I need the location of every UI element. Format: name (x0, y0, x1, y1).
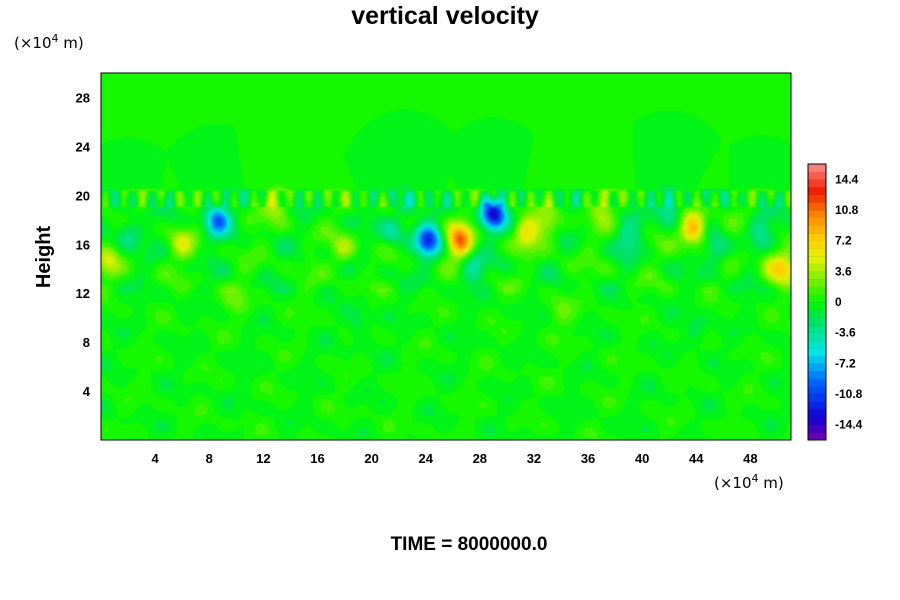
colorbar-segment (808, 309, 826, 318)
colorbar-tick-label: -3.6 (835, 326, 856, 340)
colorbar-segment (808, 424, 826, 433)
colorbar-tick-label: 10.8 (835, 203, 859, 217)
x-axis-unit-exponent: 4 (752, 472, 759, 485)
colorbar-tick-label: 7.2 (835, 234, 852, 248)
colorbar-segment (808, 363, 826, 372)
x-tick-label: 44 (689, 451, 704, 466)
chart-title: vertical velocity (351, 2, 539, 30)
colorbar-segment (808, 233, 826, 241)
colorbar-segment (808, 225, 826, 234)
colorbar-segment (808, 317, 826, 326)
x-tick-label: 36 (581, 451, 595, 466)
y-axis-title: Height (33, 226, 55, 289)
colorbar-segment (808, 417, 826, 425)
colorbar-labels: 14.4 10.8 7.2 3.6 0 -3.6 -7.2 -10.8 -14.4 (835, 172, 863, 431)
colorbar-segment (808, 348, 826, 356)
y-tick-label: 24 (76, 139, 91, 154)
colorbar-segment (808, 248, 826, 257)
colorbar-segment (808, 355, 826, 364)
colorbar-segment (808, 271, 826, 280)
x-tick-label: 12 (256, 451, 270, 466)
colorbar-segment (808, 194, 826, 203)
x-axis-unit: (×104 m) (714, 472, 784, 492)
colorbar-segment (808, 294, 826, 303)
y-axis-unit-base: (×10 (14, 34, 52, 52)
colorbar-segment (808, 210, 826, 218)
x-tick-label: 16 (310, 451, 324, 466)
colorbar-frame (807, 163, 827, 441)
colorbar-segment (808, 240, 826, 249)
colorbar-segment (808, 286, 826, 295)
colorbar-tick-label: -7.2 (835, 356, 856, 370)
colorbar-segment (808, 279, 826, 287)
x-tick-label: 20 (364, 451, 378, 466)
colorbar-segment (808, 263, 826, 272)
colorbar-segment (808, 371, 826, 379)
velocity-field (101, 73, 791, 440)
colorbar-segment (808, 409, 826, 418)
x-tick-label: 28 (473, 451, 487, 466)
y-axis-ticks: 4 8 12 16 20 24 28 (76, 90, 91, 399)
colorbar-tick-label: 14.4 (835, 172, 859, 186)
colorbar-segment (808, 187, 826, 195)
colorbar-segment (808, 179, 826, 188)
plot-area (100, 72, 792, 441)
y-tick-label: 20 (76, 188, 90, 203)
colorbar (807, 163, 827, 441)
colorbar-segment (808, 171, 826, 180)
x-axis-unit-tail: m) (759, 474, 784, 492)
colorbar-segment (808, 378, 826, 387)
y-tick-label: 12 (76, 286, 90, 301)
colorbar-segment (808, 325, 826, 333)
x-tick-label: 48 (743, 451, 757, 466)
colorbar-tick-label: -10.8 (835, 387, 863, 401)
time-label: TIME = 8000000.0 (391, 534, 548, 555)
y-axis-unit: (×104 m) (14, 32, 84, 52)
plot-frame (100, 72, 792, 441)
y-tick-label: 4 (83, 384, 91, 399)
y-axis-unit-tail: m) (59, 34, 84, 52)
y-tick-label: 28 (76, 90, 90, 105)
x-tick-label: 40 (635, 451, 649, 466)
colorbar-segment (808, 340, 826, 349)
colorbar-segment (808, 164, 826, 172)
colorbar-segment (808, 256, 826, 264)
y-tick-label: 8 (83, 335, 90, 350)
x-tick-label: 32 (527, 451, 541, 466)
x-axis-ticks: 4 8 12 16 20 24 28 32 36 40 44 48 (152, 451, 758, 466)
colorbar-segment (808, 332, 826, 341)
colorbar-tick-label: 3.6 (835, 264, 852, 278)
x-tick-label: 4 (152, 451, 160, 466)
colorbar-segment (808, 386, 826, 395)
y-axis-unit-exponent: 4 (52, 32, 59, 45)
colorbar-segment (808, 394, 826, 402)
colorbar-segment (808, 401, 826, 410)
x-tick-label: 8 (206, 451, 213, 466)
y-tick-label: 16 (76, 237, 90, 252)
colorbar-segment (808, 432, 826, 441)
x-tick-label: 24 (418, 451, 433, 466)
colorbar-segment (808, 217, 826, 226)
colorbar-segment (808, 302, 826, 310)
colorbar-tick-label: -14.4 (835, 418, 863, 432)
x-axis-unit-base: (×10 (714, 474, 752, 492)
colorbar-tick-label: 0 (835, 295, 842, 309)
colorbar-segment (808, 202, 826, 211)
